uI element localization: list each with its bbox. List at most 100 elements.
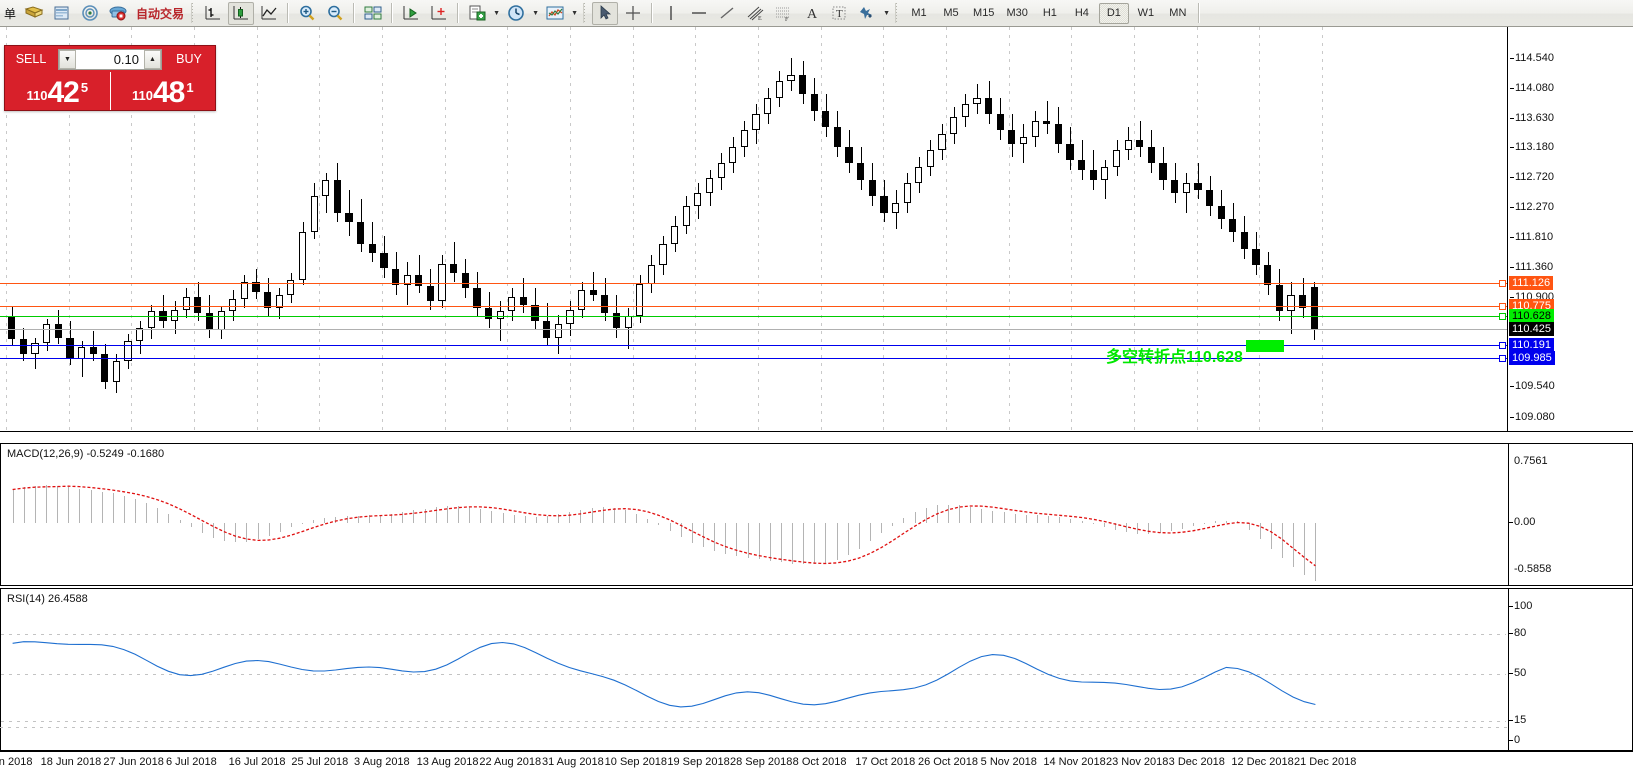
volume-input[interactable]: 0.10 — [76, 49, 144, 69]
price-tag[interactable]: 110.425 — [1509, 322, 1554, 337]
price-tag[interactable]: 111.126 — [1509, 276, 1554, 291]
candle-body — [426, 286, 435, 302]
price-line-handle[interactable] — [1499, 303, 1506, 311]
macd-histogram-bar — [324, 517, 325, 523]
equidistant-channel-icon[interactable]: E — [742, 2, 768, 25]
cursor-icon[interactable] — [592, 1, 619, 25]
horizontal-price-line[interactable] — [0, 329, 1507, 331]
price-tag[interactable]: 110.191 — [1509, 337, 1554, 352]
templates-icon[interactable] — [542, 2, 568, 25]
rsi-axis-tick: 80 — [1509, 627, 1526, 639]
chart-shift-icon[interactable] — [426, 2, 452, 25]
price-line-handle[interactable] — [1499, 312, 1506, 320]
macd-histogram-bar — [124, 495, 125, 523]
candle-body — [833, 127, 842, 147]
timeframe-button-m30[interactable]: M30 — [1006, 7, 1028, 19]
macd-histogram-bar — [992, 510, 993, 523]
candle-body — [1031, 120, 1039, 137]
trendline-icon[interactable] — [714, 2, 740, 25]
timeframe-button-h1[interactable]: H1 — [1042, 7, 1057, 19]
macd-histogram-bar — [1171, 522, 1172, 532]
line-chart-icon[interactable] — [256, 2, 282, 25]
candle-body — [647, 265, 655, 284]
horizontal-price-line[interactable] — [0, 315, 1507, 317]
indicators-dropdown-caret[interactable]: ▼ — [493, 9, 500, 17]
candle-body — [473, 288, 481, 308]
horizontal-line-icon[interactable] — [686, 2, 712, 25]
chart-annotation-text[interactable]: 多空转折点110.628 — [1106, 349, 1243, 366]
timeframe-button-m1[interactable]: M1 — [911, 7, 927, 19]
candle-wick — [628, 307, 629, 350]
tile-windows-icon[interactable] — [360, 2, 386, 25]
macd-label: MACD(12,26,9) -0.5249 -0.1680 — [6, 448, 166, 460]
macd-histogram-bar — [1004, 512, 1005, 523]
navigator-icon[interactable] — [77, 2, 103, 25]
horizontal-price-line[interactable] — [0, 358, 1507, 360]
period-dropdown-caret[interactable]: ▼ — [532, 9, 539, 17]
horizontal-price-line[interactable] — [0, 283, 1507, 285]
folder-icon[interactable] — [21, 2, 47, 25]
timeframe-button-d1[interactable]: D1 — [1098, 2, 1129, 24]
volume-increase-button[interactable]: ▲ — [144, 49, 161, 69]
fibonacci-icon[interactable]: F — [770, 2, 796, 25]
period-icon[interactable] — [503, 2, 529, 25]
price-tag[interactable]: 110.628 — [1509, 308, 1554, 323]
date-axis-label: 3 Aug 2018 — [354, 756, 410, 768]
bar-chart-icon[interactable] — [200, 2, 226, 25]
macd-histogram-bar — [1037, 515, 1038, 523]
timeframe-button-m5[interactable]: M5 — [943, 7, 959, 19]
timeframe-button-h4[interactable]: H4 — [1074, 7, 1089, 19]
candle-body — [717, 163, 725, 179]
macd-histogram-bar — [157, 507, 158, 523]
price-chart-pane[interactable]: 114.540 114.080 113.630 113.180 112.720 112.2… — [0, 27, 1633, 432]
toolbar-grip-2[interactable] — [583, 3, 589, 23]
price-line-handle[interactable] — [1499, 355, 1506, 363]
macd-indicator-pane[interactable]: 0.7561 0.00 -0.5858 MACD(12,26,9) -0.5249 … — [0, 443, 1633, 586]
chart-annotation-marker[interactable] — [1246, 340, 1284, 352]
volume-decrease-button[interactable]: ▼ — [59, 49, 76, 69]
sell-price-button[interactable]: 110 42 5 — [5, 72, 111, 110]
zoom-in-icon[interactable] — [294, 2, 320, 25]
templates-dropdown-caret[interactable]: ▼ — [571, 9, 578, 17]
shapes-icon[interactable] — [854, 2, 880, 25]
timeframe-button-w1[interactable]: W1 — [1137, 7, 1155, 19]
text-icon[interactable]: T — [826, 2, 852, 25]
market-watch-icon[interactable] — [49, 2, 75, 25]
expert-advisor-icon[interactable] — [105, 2, 131, 25]
one-click-trading-panel[interactable]: SELL ▼ 0.10 ▲ BUY 110 42 5 110 48 1 — [4, 45, 216, 111]
macd-histogram-bar — [736, 522, 737, 556]
candle-body — [857, 163, 865, 180]
macd-histogram-bar — [948, 504, 949, 523]
shapes-dropdown-caret[interactable]: ▼ — [883, 9, 890, 17]
crosshair-icon[interactable] — [620, 2, 646, 25]
macd-histogram-bar — [614, 507, 615, 523]
buy-label[interactable]: BUY — [176, 52, 202, 66]
candle-body — [1310, 286, 1318, 330]
auto-scroll-icon[interactable] — [398, 2, 424, 25]
volume-stepper[interactable]: ▼ 0.10 ▲ — [58, 48, 162, 70]
candle-body — [915, 166, 923, 184]
vertical-line-icon[interactable] — [658, 2, 684, 25]
indicators-icon[interactable] — [464, 2, 490, 25]
date-gridline — [194, 27, 195, 431]
horizontal-price-line[interactable] — [0, 344, 1507, 346]
price-tag[interactable]: 109.985 — [1509, 351, 1555, 366]
horizontal-price-line[interactable] — [0, 306, 1507, 308]
text-label-icon[interactable]: A — [798, 2, 824, 25]
candlestick-chart-icon[interactable] — [228, 1, 255, 25]
price-axis-tick: 113.180 — [1510, 141, 1554, 153]
autotrade-label[interactable]: 自动交易 — [136, 6, 185, 21]
buy-price-button[interactable]: 110 48 1 — [111, 72, 216, 110]
timeframe-button-mn[interactable]: MN — [1169, 7, 1187, 19]
toolbar-grip-1[interactable] — [191, 3, 197, 23]
toolbar-grip-3[interactable] — [895, 3, 901, 23]
rsi-axis-tick: 0 — [1509, 734, 1520, 746]
price-line-handle[interactable] — [1499, 341, 1506, 349]
candle-body — [508, 296, 516, 312]
sell-label[interactable]: SELL — [15, 52, 47, 66]
rsi-indicator-pane[interactable]: 100 80 50 15 0 RSI(14) 26.4588 — [0, 588, 1633, 751]
zoom-out-icon[interactable] — [322, 2, 348, 25]
timeframe-button-m15[interactable]: M15 — [973, 7, 995, 19]
price-line-handle[interactable] — [1499, 280, 1506, 288]
